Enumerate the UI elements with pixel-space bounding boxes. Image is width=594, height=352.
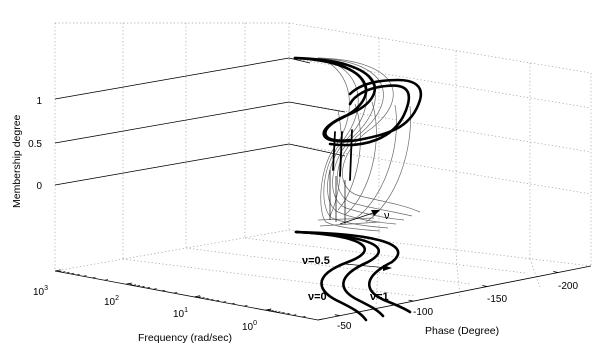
membership-level-lines (54, 57, 346, 186)
frequency-minor-tick (286, 313, 290, 315)
phase-tick-label: -50 (337, 321, 352, 332)
annotations: ν ν=0.5 ν=0 ν=1 (302, 210, 392, 303)
frequency-minor-tick (302, 316, 306, 318)
phase-tick-label: -100 (413, 307, 433, 318)
z-tick-label: 0 (36, 181, 42, 192)
z-tick-labels: 0 0.5 1 (28, 96, 42, 192)
phase-axis-title: Phase (Degree) (425, 325, 499, 337)
frequency-minor-tick (129, 283, 133, 286)
frequency-minor-tick (76, 273, 80, 276)
frequency-minor-tick (83, 275, 87, 277)
nu1-label: ν=1 (370, 291, 389, 303)
phase-tick-label: -150 (487, 294, 507, 305)
nu-label: ν (384, 210, 390, 222)
frequency-axis-title: Frequency (rad/sec) (138, 332, 232, 344)
curve-nu-0 (294, 230, 368, 322)
frequency-minor-ticks (54, 269, 559, 321)
nu05-label: ν=0.5 (302, 255, 330, 267)
frequency-minor-tick (265, 308, 272, 311)
frequency-minor-tick (276, 311, 281, 313)
frequency-minor-tick (141, 286, 145, 288)
lower-thick-curves (294, 230, 412, 322)
frequency-minor-tick (317, 318, 324, 321)
frequency-minor-tick (273, 310, 277, 313)
phase-tick (482, 285, 488, 287)
curve-nu-05 (294, 230, 385, 318)
frequency-minor-tick (54, 269, 61, 272)
frequency-minor-tick (231, 302, 235, 305)
frequency-minor-tick (70, 272, 75, 275)
frequency-minor-tick (65, 272, 70, 274)
nu-arrow-line (339, 211, 377, 225)
frequency-tick-label: 103 (33, 285, 48, 298)
frequency-minor-tick (61, 271, 66, 273)
frequency-minor-tick (173, 292, 178, 294)
nu05-arrow-head (383, 265, 392, 271)
frequency-minor-tick (267, 309, 272, 311)
phase-tick-label: -200 (558, 281, 578, 292)
frequency-tick-labels: 103 102 101 100 (33, 285, 257, 333)
frequency-minor-tick (270, 310, 274, 312)
frequency-tick-label: 101 (173, 307, 188, 320)
frequency-minor-tick (243, 305, 248, 307)
z-tick-label: 1 (36, 96, 42, 107)
frequency-minor-tick (136, 285, 140, 287)
frequency-minor-tick (132, 284, 137, 286)
nu-arrow-head (371, 210, 380, 216)
frequency-minor-tick (125, 282, 132, 285)
frequency-minor-tick (205, 297, 209, 300)
frequency-minor-tick (281, 312, 285, 314)
phase-tick-labels: -50 -100 -150 -200 (337, 281, 578, 332)
frequency-minor-tick (146, 287, 150, 289)
phase-axis-line (317, 265, 592, 321)
frequency-minor-tick (197, 296, 202, 298)
nu05-arrow-line (344, 263, 389, 269)
z-axis-title: Membership degree (11, 114, 23, 208)
frequency-minor-tick (215, 299, 220, 302)
frequency-minor-tick (201, 297, 205, 299)
frequency-minor-tick (92, 276, 96, 279)
frequency-minor-tick (194, 295, 201, 298)
frequency-minor-tick (292, 314, 297, 316)
frequency-minor-tick (58, 270, 62, 272)
nu0-label: ν=0 (308, 291, 327, 303)
frequency-minor-tick (210, 298, 214, 301)
phase-tick (408, 299, 414, 302)
upper-thick-curves (293, 56, 423, 147)
frequency-minor-tick (161, 289, 166, 292)
phase-tick (334, 314, 340, 317)
frequency-minor-tick (104, 279, 109, 281)
membership-connectors (329, 129, 353, 224)
frequency-minor-tick (153, 288, 157, 290)
frequency-minor-tick (222, 301, 227, 303)
curve-nu-1 (294, 230, 412, 314)
frequency-tick-label: 100 (242, 320, 257, 333)
phase-tick (553, 271, 559, 273)
frequency-tick-label: 102 (104, 295, 119, 308)
z-tick-label: 0.5 (28, 139, 42, 150)
